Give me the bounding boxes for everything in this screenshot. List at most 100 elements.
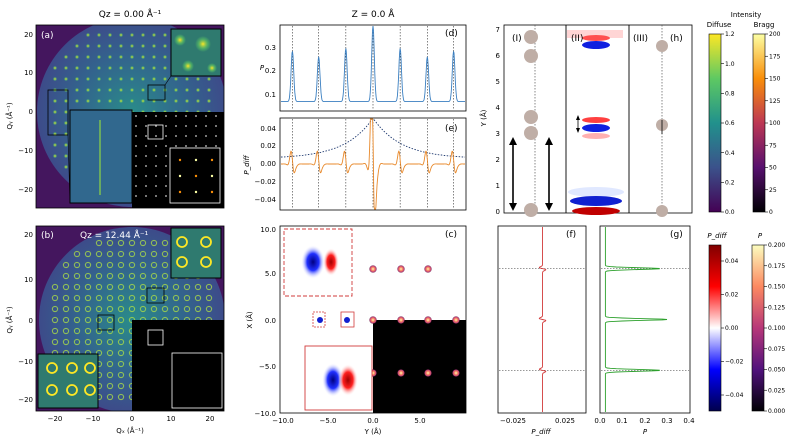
svg-text:20: 20 [24, 31, 33, 39]
diffuse-spot [63, 164, 69, 170]
diffuse-spot [118, 32, 124, 38]
diffuse-ring-spot [51, 327, 59, 335]
diffuse-ring-spot [139, 272, 147, 280]
bragg-dot [155, 115, 157, 117]
diffuse-ring-spot [161, 239, 169, 247]
bragg-dot [145, 185, 147, 187]
bragg-dot [155, 175, 157, 177]
diffuse-ring-spot [106, 349, 114, 357]
bragg-cb-tick-label: 25 [769, 187, 777, 194]
diffuse-ring-spot [84, 327, 92, 335]
svg-text:10: 10 [24, 276, 33, 284]
inset-bottom-right-b [171, 352, 223, 409]
subpanel-III-label: (III) [633, 34, 648, 44]
diffuse-ring-spot [95, 305, 103, 313]
diffuse-spot [118, 54, 124, 60]
series-pdiff-vertical [538, 227, 547, 412]
bragg-dot [145, 155, 147, 157]
diffuse-spot [85, 43, 91, 49]
density-dot [452, 316, 460, 324]
bragg-dot [215, 125, 217, 127]
diffuse-spot [129, 87, 135, 93]
pdiff-cb-tick-label: −0.04 [725, 392, 744, 399]
bragg-inset-dot [194, 158, 198, 162]
diffuse-ring-spot [62, 283, 70, 291]
diffuse-spot [52, 76, 58, 82]
diffuse-ring-spot [73, 305, 81, 313]
svg-text:0.0: 0.0 [265, 317, 276, 325]
inset-ring [46, 384, 58, 396]
svg-text:0.0: 0.0 [594, 417, 605, 425]
subpanel-I-atoms [509, 30, 553, 217]
diffuse-ring-spot [62, 294, 70, 302]
diffuse-ring-spot [95, 338, 103, 346]
inset-ring [176, 236, 188, 248]
diffuse-ring-spot [95, 272, 103, 280]
svg-text:P: P [260, 64, 265, 72]
intensity-title: Intensity [731, 11, 761, 19]
diffuse-spot [118, 87, 124, 93]
inset-ring [200, 236, 212, 248]
pdiff-cb-tick-label: 0.00 [725, 325, 739, 332]
svg-text:X (Å): X (Å) [245, 311, 254, 329]
svg-text:0: 0 [29, 108, 33, 116]
diffuse-spot [140, 65, 146, 71]
series-p-vertical [604, 227, 668, 412]
bragg-colorbar [752, 33, 766, 213]
panel-h-y-axis: 7 6 5 4 3 2 1 0 Y (Å) [479, 26, 501, 216]
p-cb-tick-label: 0.200 [768, 242, 785, 249]
inset-ring [84, 384, 96, 396]
p-cb-tick-label: 0.125 [768, 304, 785, 311]
svg-text:10: 10 [24, 69, 33, 77]
bragg-dot [165, 165, 167, 167]
diffuse-spot [195, 76, 201, 82]
bragg-dot [145, 165, 147, 167]
diffuse-ring-spot [139, 250, 147, 258]
diffuse-ring-spot [117, 294, 125, 302]
diffuse-spot [107, 76, 113, 82]
svg-text:0.1: 0.1 [616, 417, 627, 425]
diffuse-spot [63, 109, 69, 115]
diffuse-spot [162, 54, 168, 60]
diffuse-spot [151, 98, 157, 104]
diffuse-spot [140, 98, 146, 104]
diffuse-ring-spot [117, 250, 125, 258]
svg-text:−5.0: −5.0 [259, 363, 276, 371]
svg-text:3: 3 [496, 130, 500, 138]
diffuse-spot [151, 54, 157, 60]
diffuse-spot [140, 43, 146, 49]
bragg-cb-tick-label: 150 [769, 76, 781, 83]
diffuse-colorbar [708, 33, 722, 213]
diffuse-spot [173, 98, 179, 104]
svg-text:−0.02: −0.02 [255, 178, 276, 186]
bragg-dot [165, 125, 167, 127]
diffuse-ring-spot [73, 316, 81, 324]
svg-text:1: 1 [496, 182, 500, 190]
bragg-dot [135, 185, 137, 187]
svg-text:Qᵧ (Å⁻¹): Qᵧ (Å⁻¹) [5, 306, 14, 333]
panel-a-tag: (a) [41, 31, 54, 41]
diffuse-spot [118, 65, 124, 71]
diffuse-spot [206, 98, 212, 104]
diffuse-ring-spot [62, 261, 70, 269]
diffuse-ring-spot [84, 338, 92, 346]
diffuse-ring-spot [84, 283, 92, 291]
bragg-dot [135, 145, 137, 147]
diffuse-spot [184, 87, 190, 93]
bragg-dot [145, 195, 147, 197]
diffuse-spot [96, 32, 102, 38]
bragg-dot [205, 125, 207, 127]
svg-text:−10: −10 [18, 358, 33, 366]
diffuse-spot [74, 54, 80, 60]
diffuse-ring-spot [117, 316, 125, 324]
svg-text:−10: −10 [18, 147, 33, 155]
diffuse-ring-spot [73, 250, 81, 258]
bragg-dot [195, 125, 197, 127]
bragg-inset-dot [178, 158, 182, 162]
diffuse-spot [85, 54, 91, 60]
diffuse-spot [118, 98, 124, 104]
diffuse-ring-spot [117, 305, 125, 313]
density-dot [397, 369, 405, 377]
p-cb-tick-label: 0.100 [768, 325, 785, 332]
diffuse-ring-spot [128, 239, 136, 247]
